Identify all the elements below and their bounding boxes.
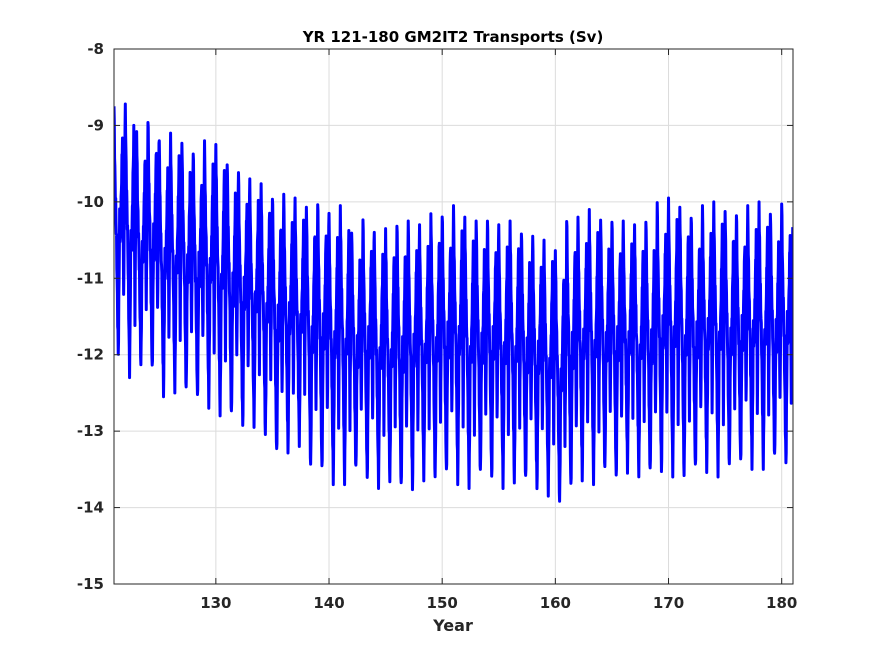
axis-ticks: 130 140 150 160 170 180 -8 -9 -10 -11 -12 -13 -14 -15 (77, 40, 797, 612)
x-tick-label: 130 (200, 594, 231, 612)
x-tick-label: 140 (313, 594, 344, 612)
y-tick-label: -8 (87, 40, 104, 58)
x-tick-label: 170 (653, 594, 684, 612)
chart-title: YR 121-180 GM2IT2 Transports (Sv) (302, 28, 604, 46)
x-tick-label: 160 (540, 594, 571, 612)
y-tick-label: -12 (77, 346, 104, 364)
x-tick-label: 180 (766, 594, 797, 612)
plot-frame (113, 48, 794, 585)
y-tick-label: -9 (87, 116, 104, 134)
x-tick-label: 150 (427, 594, 458, 612)
y-tick-label: -10 (77, 193, 104, 211)
y-tick-label: -15 (77, 575, 104, 593)
y-tick-label: -11 (77, 269, 104, 287)
x-axis-title: Year (432, 616, 473, 635)
series-line (114, 102, 793, 503)
series-layer (114, 102, 793, 503)
y-tick-label: -13 (77, 422, 104, 440)
y-tick-label: -14 (77, 499, 104, 517)
